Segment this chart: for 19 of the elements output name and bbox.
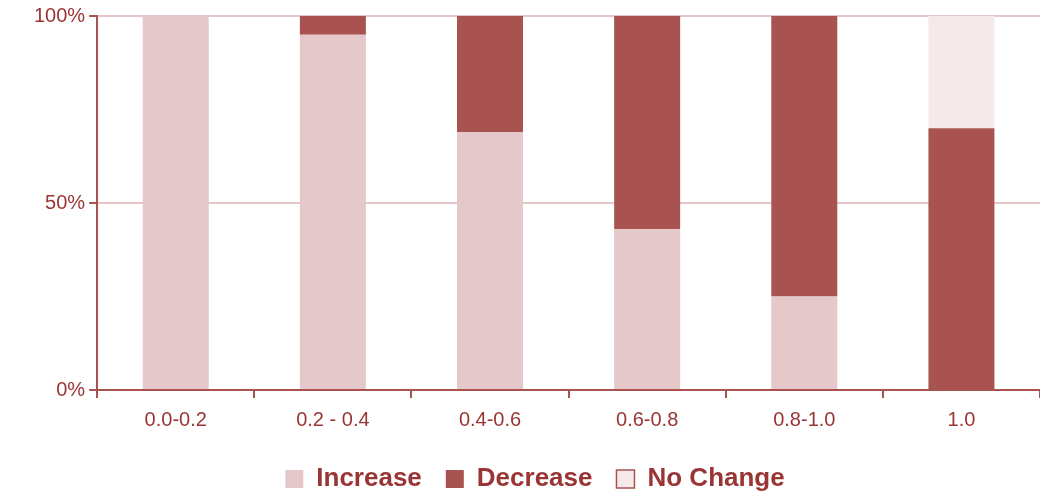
x-tick-label: 0.4-0.6: [458, 407, 522, 430]
legend-label: Decrease: [476, 462, 593, 493]
bar: [614, 16, 681, 230]
bar: [771, 296, 838, 389]
y-tick-label: 50%: [45, 190, 86, 213]
bar: [614, 229, 681, 389]
legend-label: Increase: [316, 462, 422, 493]
bar: [771, 16, 838, 297]
x-tick-label: 1.0: [947, 407, 976, 430]
legend-label: No Change: [647, 462, 785, 493]
bar: [928, 16, 995, 129]
x-tick-label: 0.6-0.8: [616, 407, 679, 430]
x-tick-label: 0.8-1.0: [773, 407, 836, 430]
y-tick-label: 0%: [56, 377, 86, 400]
x-tick-label: 0.2 - 0.4: [296, 407, 370, 430]
y-tick-label: 100%: [34, 3, 86, 26]
x-tick-label: 0.0-0.2: [144, 407, 207, 430]
bar: [299, 16, 366, 35]
bar: [457, 16, 524, 132]
